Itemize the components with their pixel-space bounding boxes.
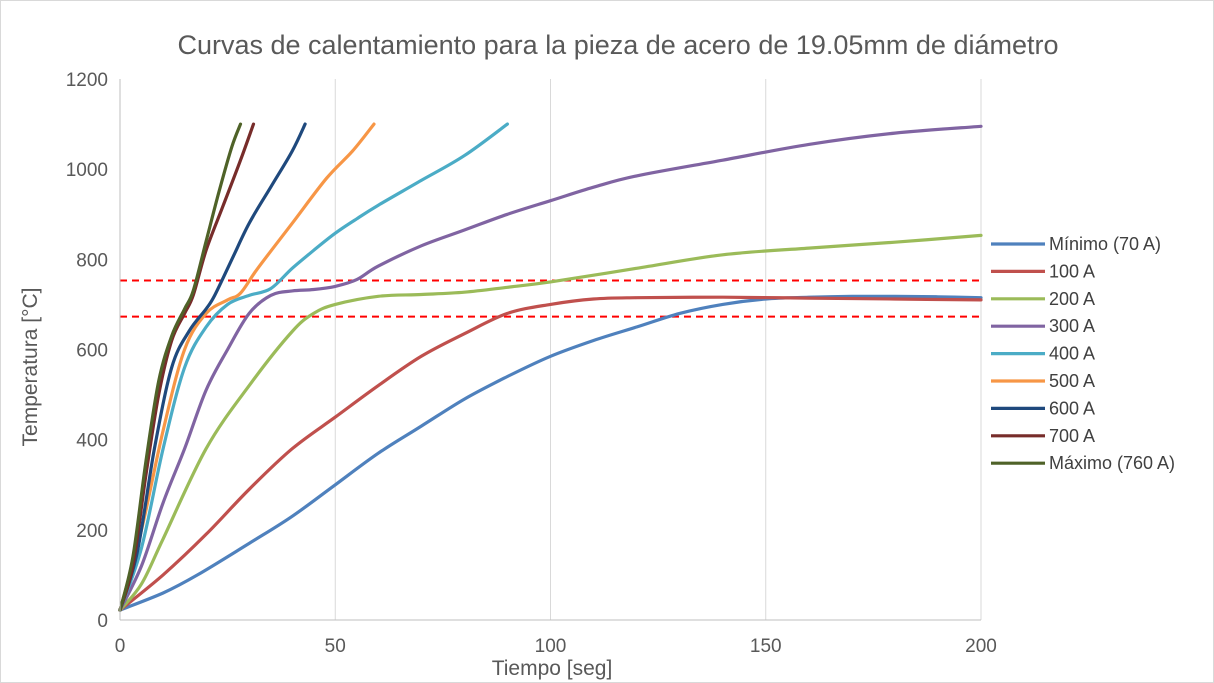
legend-label: 400 A xyxy=(1049,344,1095,364)
y-tick-label: 800 xyxy=(76,250,108,271)
legend-label: 200 A xyxy=(1049,289,1095,309)
legend-label: 500 A xyxy=(1049,371,1095,391)
legend-label: 100 A xyxy=(1049,261,1095,281)
y-axis-title: Temperatura [°C] xyxy=(19,288,42,447)
series-line xyxy=(118,122,307,612)
series-line xyxy=(118,294,983,612)
y-tick-label: 1000 xyxy=(66,160,108,181)
x-tick-label: 50 xyxy=(325,636,346,657)
series-line xyxy=(118,124,983,612)
x-tick-label: 0 xyxy=(115,636,126,657)
legend-label: 700 A xyxy=(1049,426,1095,446)
x-tick-label: 100 xyxy=(535,636,567,657)
y-tick-label: 1200 xyxy=(66,70,108,91)
x-tick-label: 200 xyxy=(965,636,997,657)
x-axis-title: Tiempo [seg] xyxy=(492,657,613,680)
axes: 0 50 100 150 200 0 200 400 600 800 1000 1200 xyxy=(66,70,997,657)
y-tick-label: 400 xyxy=(76,431,108,452)
legend-label: 300 A xyxy=(1049,316,1095,336)
y-tick-label: 200 xyxy=(76,521,108,542)
y-tick-label: 600 xyxy=(76,341,108,362)
series-lines xyxy=(118,122,983,612)
series-line xyxy=(118,295,983,612)
x-tick-label: 150 xyxy=(750,636,782,657)
series-line xyxy=(118,233,983,612)
series-line xyxy=(118,122,509,612)
legend: Mínimo (70 A) 100 A 200 A 300 A 400 A 500 A 60… xyxy=(991,234,1175,473)
gridlines xyxy=(334,79,982,620)
y-tick-label: 0 xyxy=(97,611,108,632)
chart-title: Curvas de calentamiento para la pieza de… xyxy=(177,30,1058,60)
series-line xyxy=(118,122,243,612)
legend-label: Máximo (760 A) xyxy=(1049,453,1175,473)
series-line xyxy=(118,122,376,612)
legend-label: 600 A xyxy=(1049,398,1095,418)
legend-label: Mínimo (70 A) xyxy=(1049,234,1161,254)
